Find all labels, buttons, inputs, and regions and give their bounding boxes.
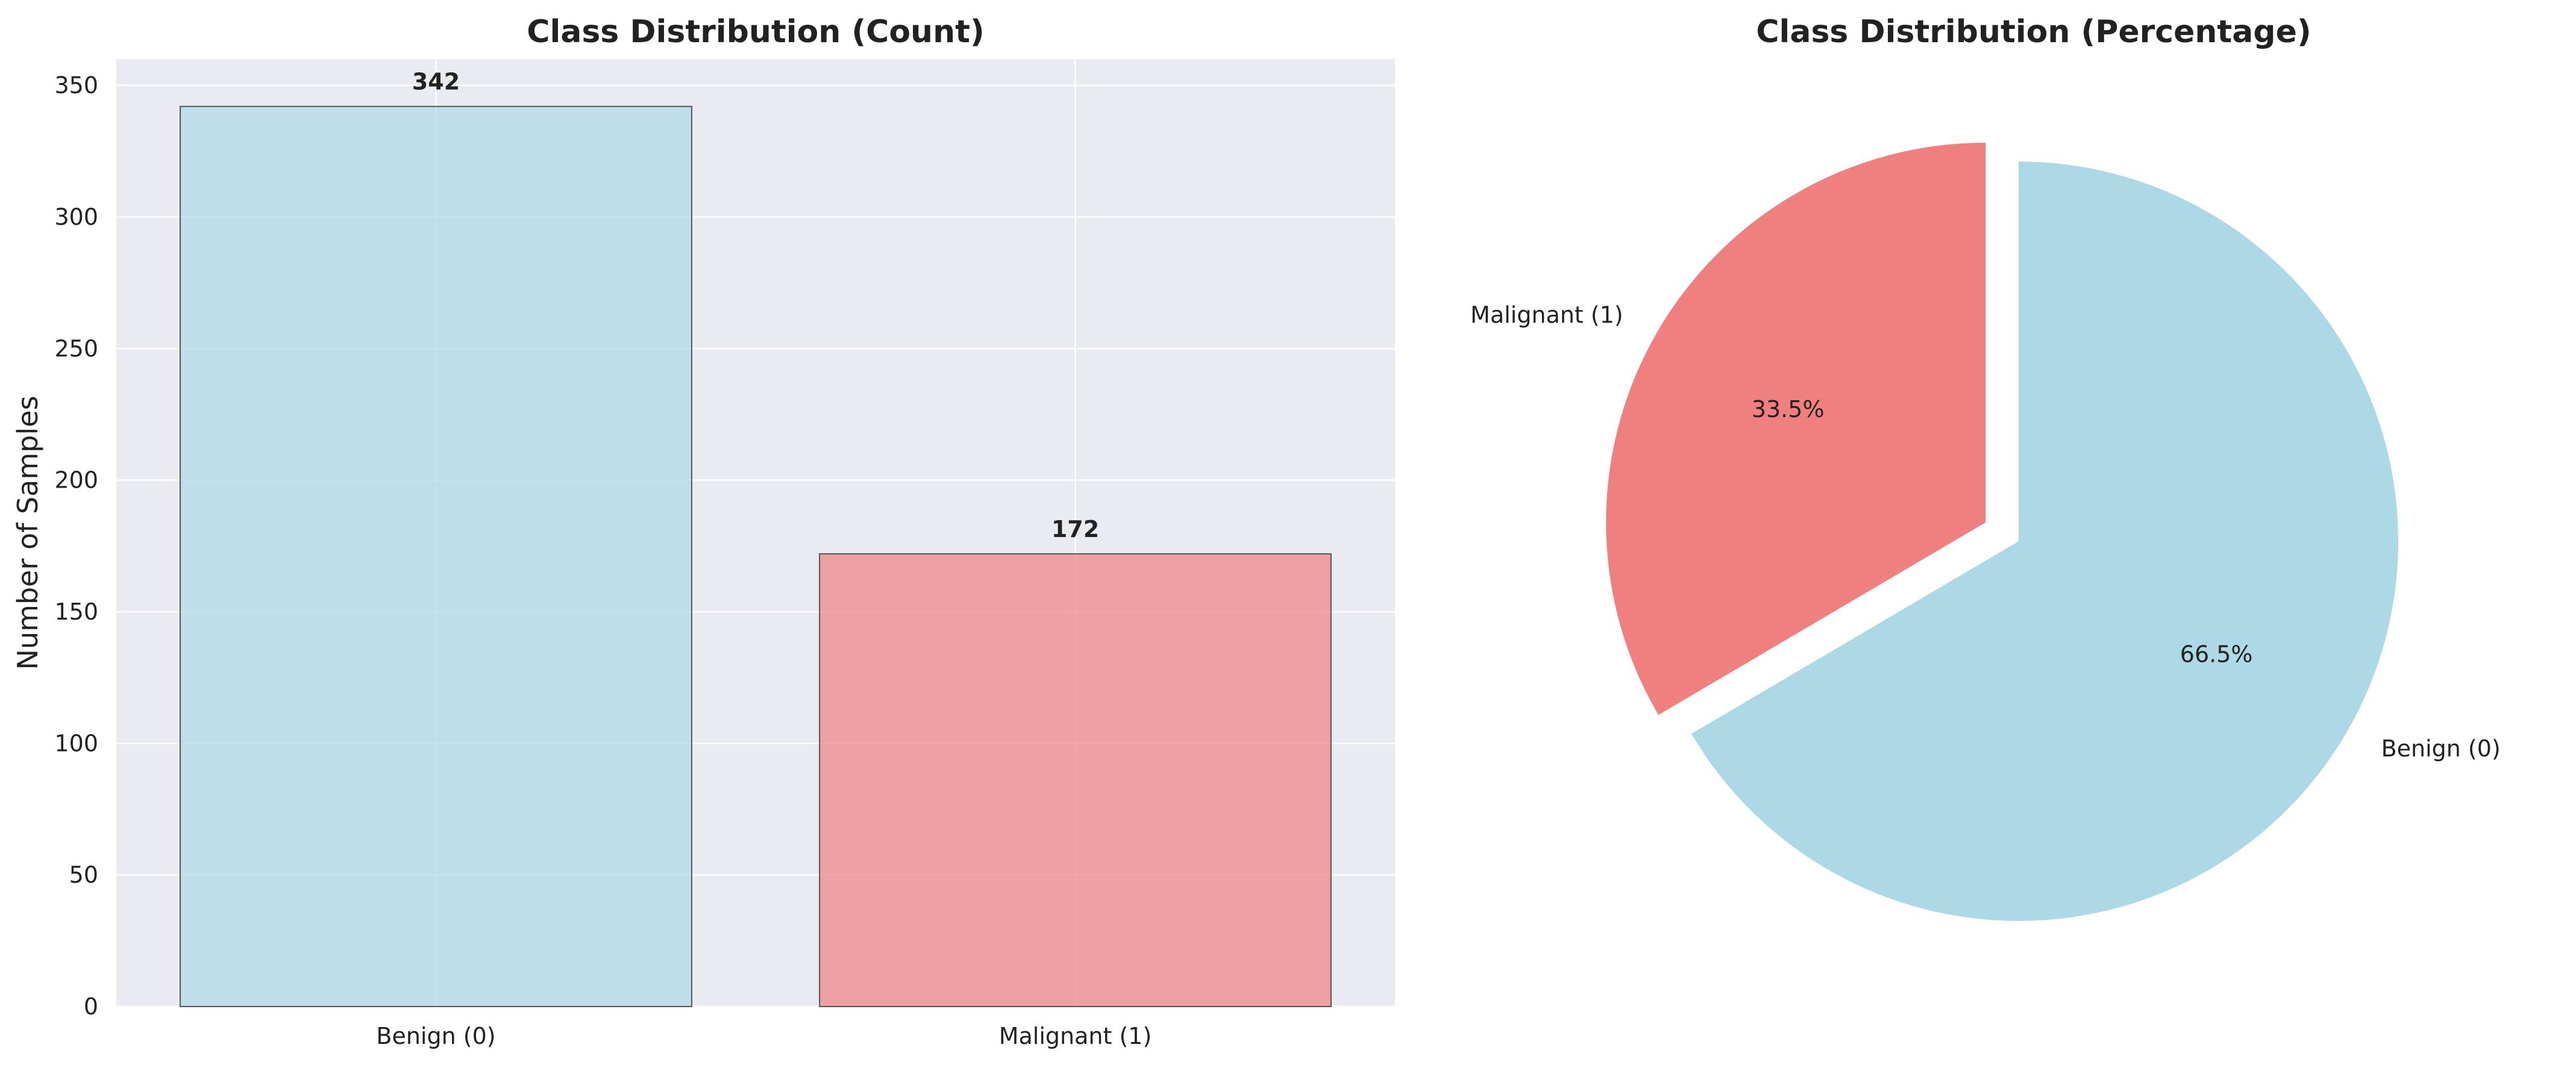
bar-value-label: 342 [412, 69, 460, 95]
bar-chart-panel: Class Distribution (Count) 342 172 0 50 100… [11, 14, 1395, 1049]
bar-series [180, 105, 1332, 1008]
y-tick-labels: 0 50 100 150 200 250 300 350 [54, 72, 98, 1020]
pie-slice [1606, 142, 1986, 715]
y-tick-label: 150 [54, 598, 98, 625]
x-tick-label: Benign (0) [376, 1023, 495, 1049]
bar [180, 105, 692, 1008]
bar [819, 553, 1332, 1007]
pie-slice-label: Benign (0) [2381, 735, 2501, 762]
y-axis-label: Number of Samples [11, 396, 44, 670]
pie-slice-label: Malignant (1) [1470, 302, 1623, 328]
x-tick-label: Malignant (1) [999, 1023, 1152, 1049]
y-tick-label: 200 [54, 467, 98, 494]
pie-chart-panel: Class Distribution (Percentage) Benign (… [1470, 14, 2501, 921]
y-tick-label: 0 [84, 993, 98, 1020]
bar-chart-title: Class Distribution (Count) [527, 14, 984, 50]
y-tick-label: 100 [54, 730, 98, 756]
y-tick-label: 50 [69, 862, 98, 888]
bar-value-label: 172 [1051, 516, 1099, 542]
x-tick-labels: Benign (0) Malignant (1) [376, 1023, 1152, 1049]
bar-value-labels: 342 172 [412, 69, 1099, 542]
y-tick-label: 250 [54, 335, 98, 362]
pie-slice [1691, 162, 2399, 921]
y-tick-label: 350 [54, 72, 98, 99]
pie-chart-title: Class Distribution (Percentage) [1756, 14, 2311, 50]
pie-percent-label: 33.5% [1752, 396, 1825, 423]
pie-percent-label: 66.5% [2180, 641, 2253, 668]
y-tick-label: 300 [54, 204, 98, 230]
pie-slices [1606, 142, 2399, 921]
pie-labels: Benign (0) 66.5% Malignant (1) 33.5% [1470, 302, 2501, 762]
